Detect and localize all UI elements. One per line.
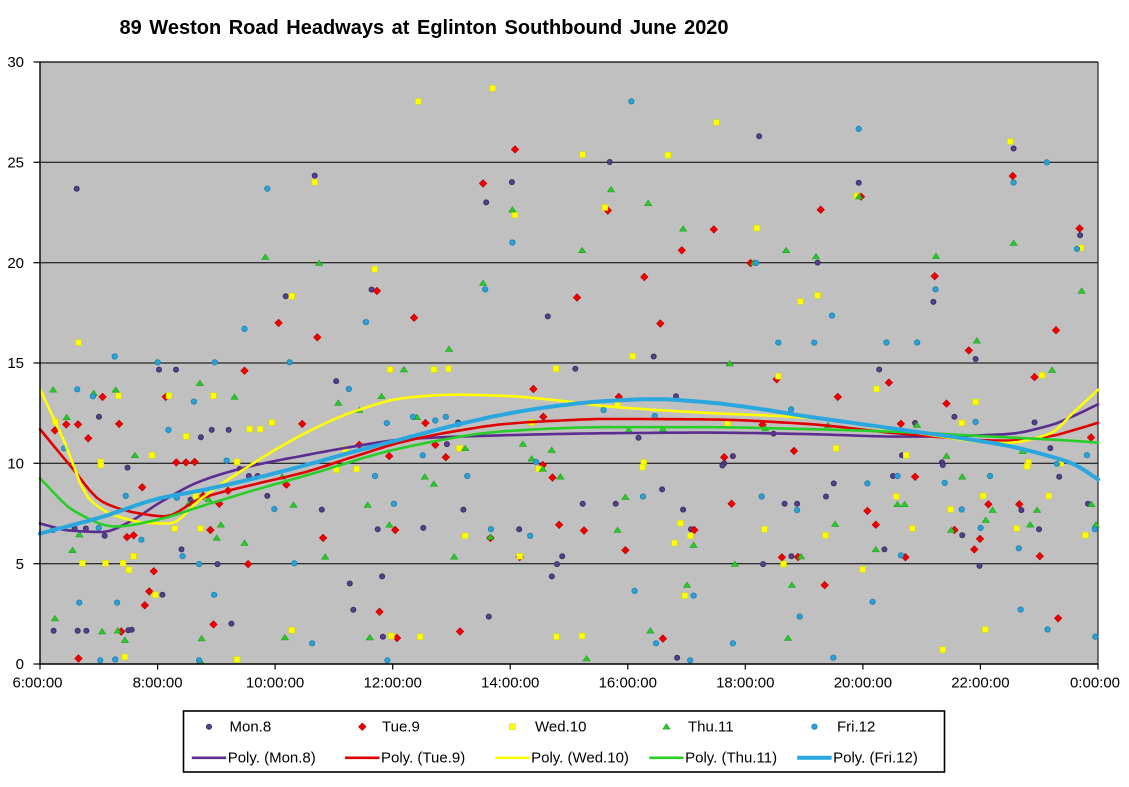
svg-text:Wed.10: Wed.10 bbox=[535, 719, 586, 736]
svg-text:Poly. (Fri.12): Poly. (Fri.12) bbox=[833, 750, 918, 767]
svg-text:25: 25 bbox=[7, 155, 24, 172]
svg-text:89 Weston Road Headways at Egl: 89 Weston Road Headways at Eglinton Sout… bbox=[120, 17, 729, 39]
svg-text:12:00:00: 12:00:00 bbox=[364, 675, 422, 692]
svg-text:5: 5 bbox=[16, 556, 24, 573]
svg-text:10:00:00: 10:00:00 bbox=[246, 675, 304, 692]
svg-text:30: 30 bbox=[7, 54, 24, 71]
svg-text:16:00:00: 16:00:00 bbox=[599, 675, 657, 692]
svg-text:Tue.9: Tue.9 bbox=[382, 719, 420, 736]
svg-text:18:00:00: 18:00:00 bbox=[716, 675, 774, 692]
svg-text:22:00:00: 22:00:00 bbox=[951, 675, 1009, 692]
svg-text:Poly. (Thu.11): Poly. (Thu.11) bbox=[685, 750, 777, 767]
svg-text:20:00:00: 20:00:00 bbox=[834, 675, 892, 692]
svg-text:0:00:00: 0:00:00 bbox=[1070, 675, 1120, 692]
svg-text:Poly. (Mon.8): Poly. (Mon.8) bbox=[228, 750, 316, 767]
svg-text:8:00:00: 8:00:00 bbox=[133, 675, 183, 692]
svg-text:10: 10 bbox=[7, 456, 24, 473]
svg-text:Thu.11: Thu.11 bbox=[688, 719, 734, 736]
svg-text:Poly. (Tue.9): Poly. (Tue.9) bbox=[381, 750, 465, 767]
svg-text:Poly. (Wed.10): Poly. (Wed.10) bbox=[531, 750, 629, 767]
svg-text:Fri.12: Fri.12 bbox=[837, 719, 875, 736]
svg-text:Mon.8: Mon.8 bbox=[230, 719, 272, 736]
svg-text:20: 20 bbox=[7, 255, 24, 272]
svg-text:0: 0 bbox=[16, 656, 24, 673]
svg-text:14:00:00: 14:00:00 bbox=[481, 675, 539, 692]
svg-text:6:00:00: 6:00:00 bbox=[12, 675, 62, 692]
svg-text:15: 15 bbox=[7, 355, 24, 372]
